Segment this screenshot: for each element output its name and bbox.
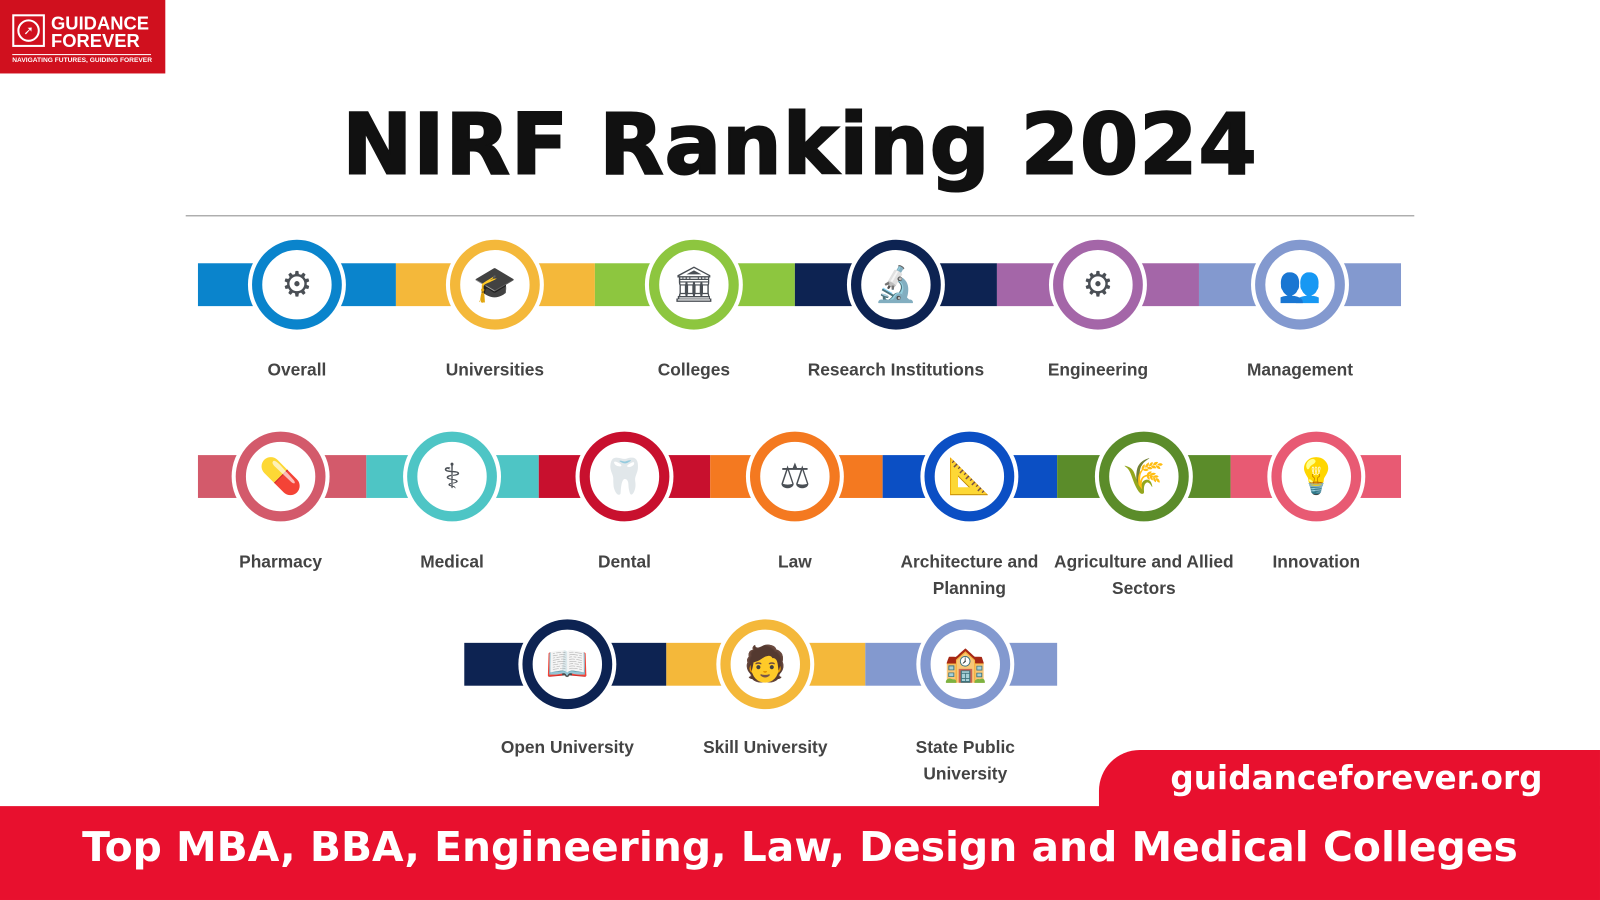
category-label: Architecture and Planning — [900, 552, 1039, 598]
pill-icon: 💊 — [235, 431, 326, 522]
category-label: Skill University — [703, 737, 828, 758]
category-law[interactable]: ⚖ — [745, 427, 844, 526]
category-label: Innovation — [1272, 552, 1361, 572]
category-label: Colleges — [657, 360, 731, 380]
logo-line2: FOREVER — [51, 30, 140, 52]
category-colleges[interactable]: 🏛 — [644, 235, 743, 334]
category-agriculture-and-allied-sectors[interactable]: 🌾 — [1094, 427, 1193, 526]
category-open-university[interactable]: 📖 — [518, 615, 617, 714]
category-label: State Public University — [915, 737, 1015, 784]
category-label: Engineering — [1047, 360, 1149, 380]
guidance-forever-logo[interactable]: ➚ GUIDANCE FOREVER NAVIGATING FUTURES, G… — [0, 0, 166, 74]
category-skill-university[interactable]: 🧑 — [716, 615, 815, 714]
lightbulb-head-icon: 💡 — [1271, 431, 1362, 522]
category-dental[interactable]: 🦷 — [575, 427, 674, 526]
category-architecture-and-planning[interactable]: 📐 — [920, 427, 1019, 526]
presentation-icon: 👥 — [1255, 239, 1345, 330]
category-label: Open University — [500, 737, 634, 758]
category-overall[interactable]: ⚙ — [247, 235, 346, 334]
gears-icon: ⚙ — [1053, 239, 1143, 330]
footer-banner: Top MBA, BBA, Engineering, Law, Design a… — [0, 806, 1600, 900]
research-lab-icon: 🔬 — [851, 239, 941, 330]
gavel-icon: ⚖ — [749, 431, 840, 522]
category-label: Pharmacy — [239, 552, 323, 572]
category-management[interactable]: 👥 — [1251, 235, 1349, 334]
wheat-icon: 🌾 — [1098, 431, 1189, 522]
stethoscope-tooth-icon: 🦷 — [579, 431, 670, 522]
category-engineering[interactable]: ⚙ — [1048, 235, 1147, 334]
logo-tagline: NAVIGATING FUTURES, GUIDING FOREVER — [12, 54, 152, 64]
logo-line1: GUIDANCE — [51, 13, 149, 34]
compass-square-icon: 📐 — [924, 431, 1015, 522]
category-label: Dental — [597, 552, 651, 572]
category-label: Management — [1246, 360, 1354, 380]
category-state-public-university[interactable]: 🏫 — [916, 615, 1015, 714]
mixed-categories-icon: ⚙ — [252, 239, 342, 330]
category-label: Overall — [267, 360, 327, 380]
category-label: Medical — [420, 552, 484, 572]
category-medical[interactable]: ⚕ — [403, 427, 502, 526]
compass-icon: ➚ — [12, 14, 45, 47]
category-label: Universities — [445, 360, 545, 380]
building-icon: 🏛 — [648, 239, 739, 330]
category-label: Law — [778, 552, 812, 572]
page-title: NIRF Ranking 2024 — [341, 96, 1258, 195]
skilled-person-icon: 🧑 — [720, 619, 811, 710]
open-book-icon: 📖 — [522, 619, 613, 710]
category-research-institutions[interactable]: 🔬 — [846, 235, 945, 334]
divider — [185, 215, 1415, 217]
caduceus-icon: ⚕ — [407, 431, 497, 522]
graduation-cap-scroll-icon: 🎓 — [449, 239, 540, 330]
category-label: Research Institutions — [807, 360, 985, 380]
university-building-icon: 🏫 — [920, 619, 1011, 710]
category-universities[interactable]: 🎓 — [445, 235, 544, 334]
category-innovation[interactable]: 💡 — [1267, 427, 1366, 526]
category-pharmacy[interactable]: 💊 — [231, 427, 330, 526]
category-label: Agriculture and Allied Sectors — [1054, 552, 1234, 598]
website-link[interactable]: guidanceforever.org — [1098, 749, 1600, 810]
